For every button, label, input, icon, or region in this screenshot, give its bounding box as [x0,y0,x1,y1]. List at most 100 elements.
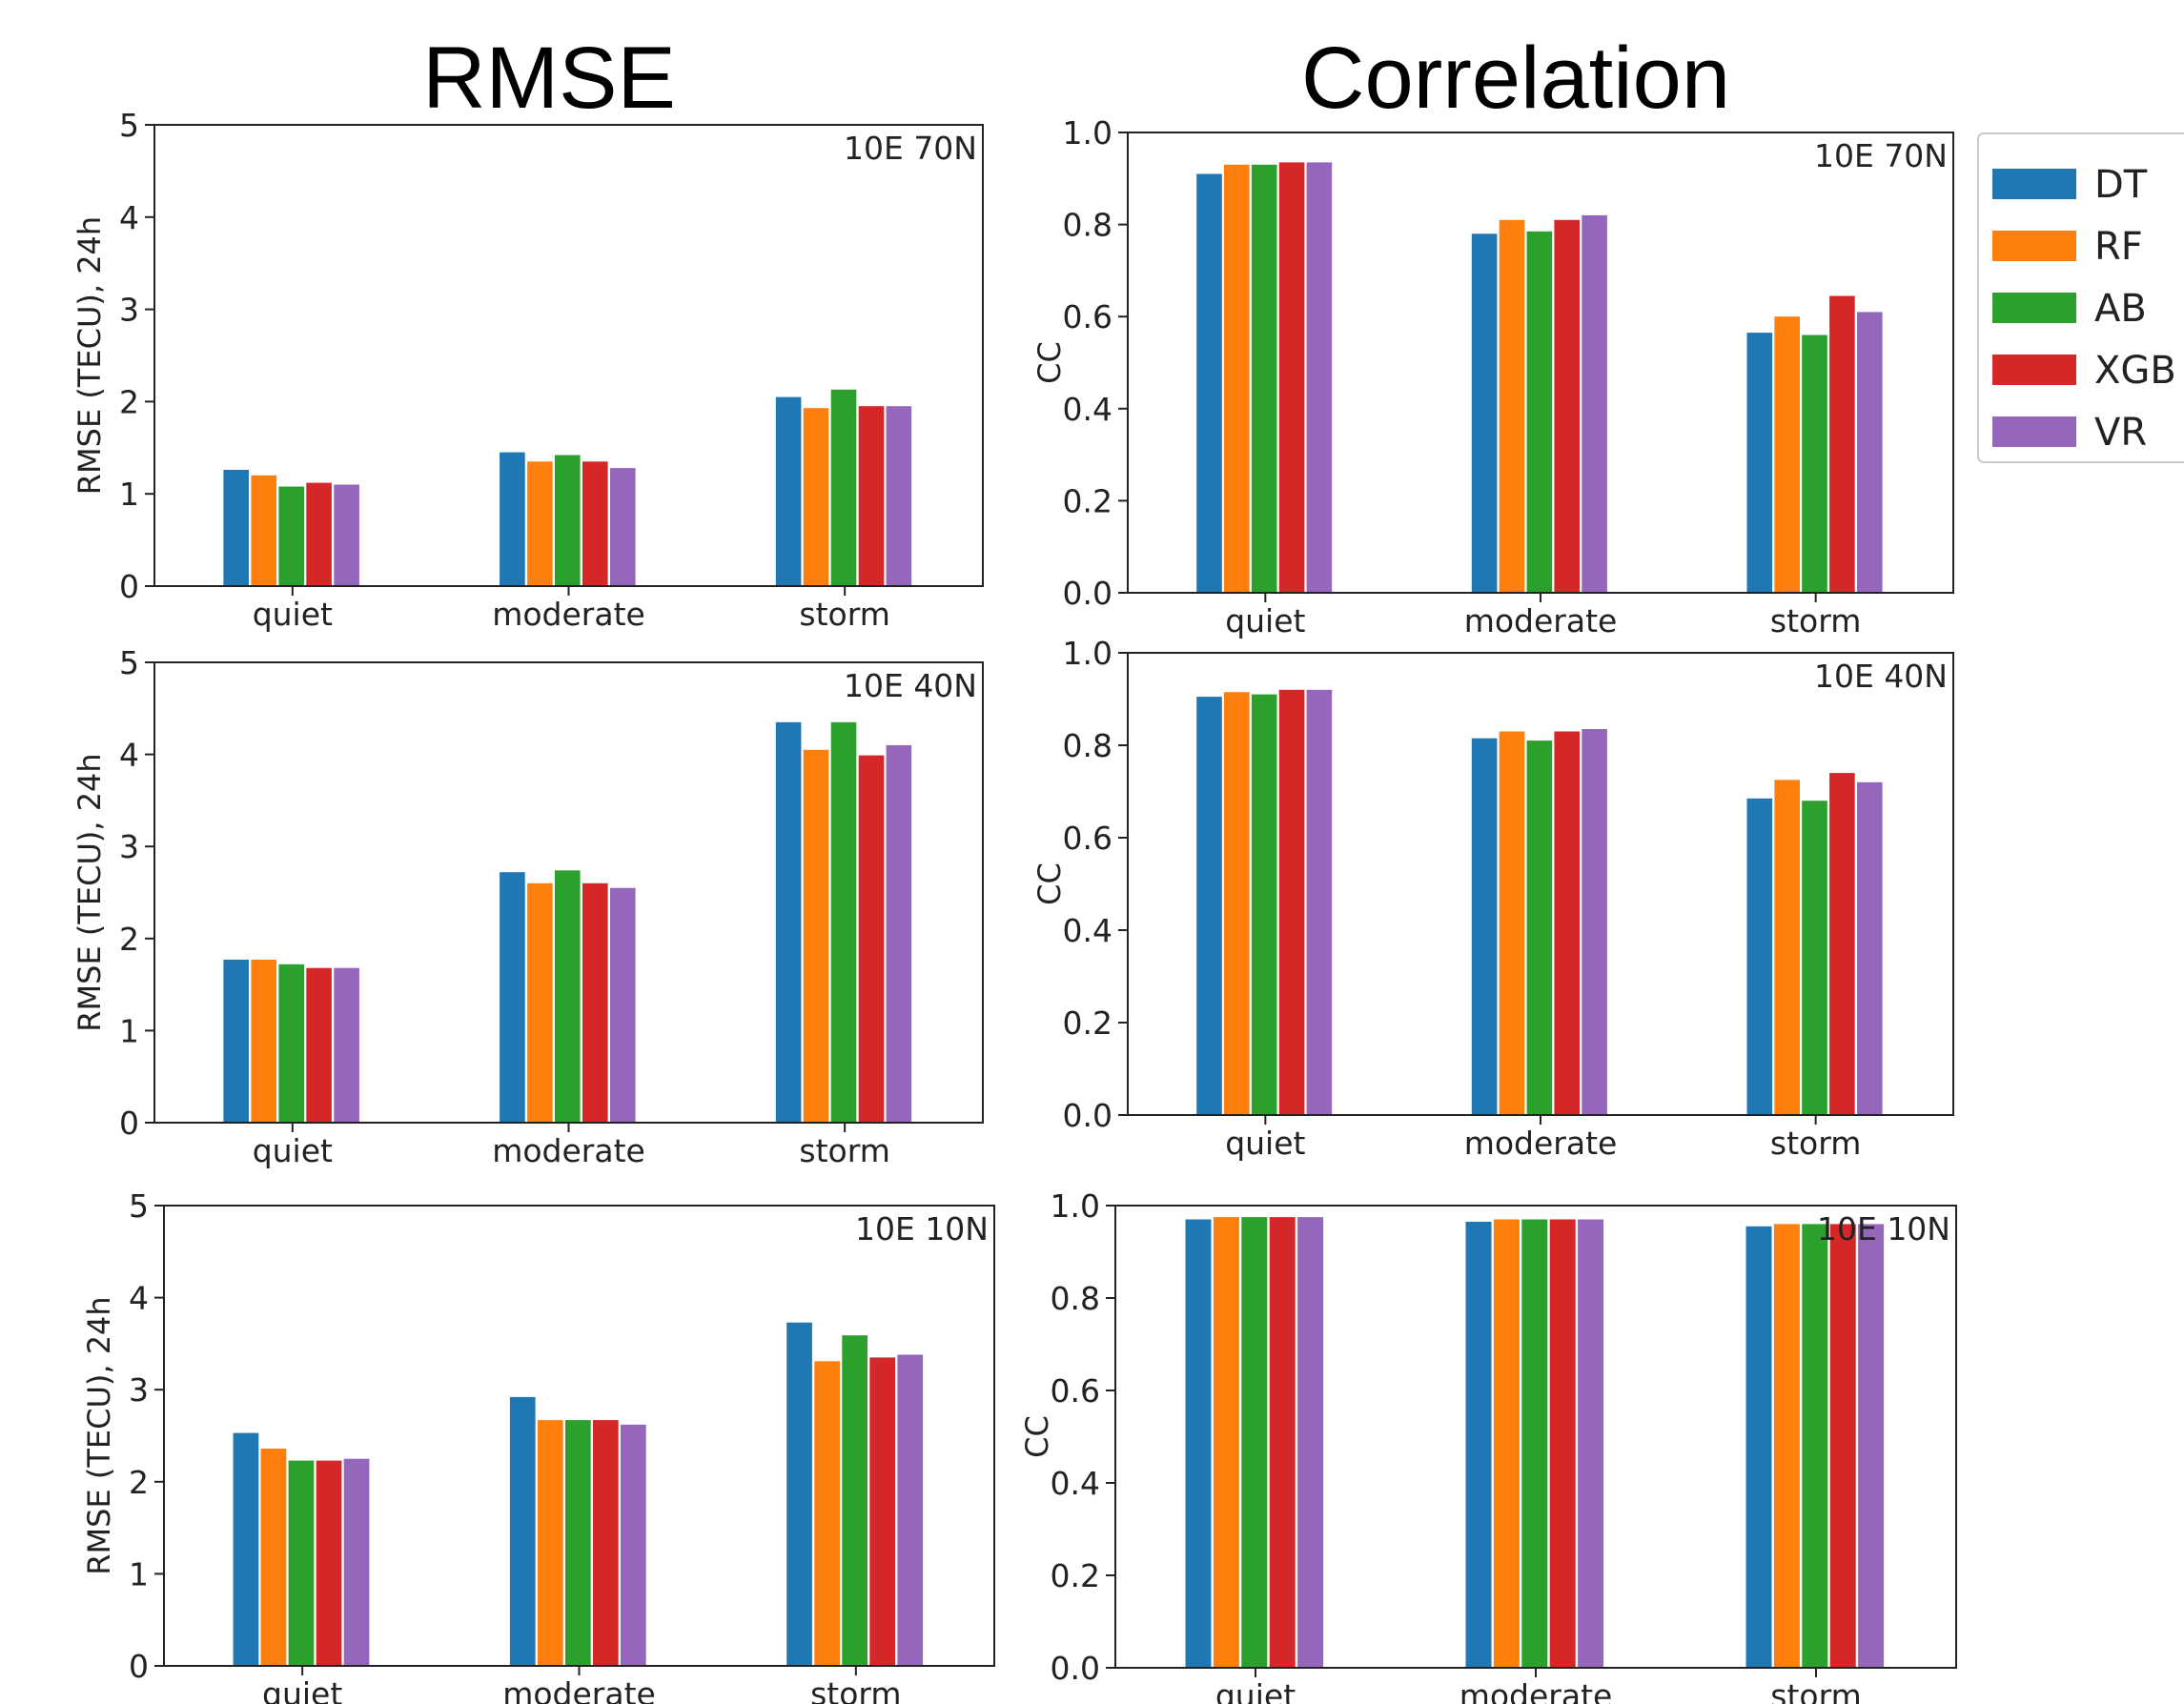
bar-ab-storm [1802,335,1827,593]
bar-dt-quiet [223,470,249,586]
bar-vr-moderate [1582,214,1607,593]
bar-rf-moderate [1493,1219,1520,1668]
panel-3: 0 1 2 3 4 5 quiet moderate storm RMSE (TECU), 24h… [71,644,984,1169]
x-tick-label: quiet [253,596,333,633]
bar-dt-storm [1746,333,1773,593]
bar-rf-quiet [1213,1217,1239,1668]
y-tick-label: 1 [119,1012,139,1049]
legend-swatch-ab [1992,293,2076,323]
bar-rf-storm [803,749,829,1123]
bar-rf-moderate [1499,219,1525,594]
bar-ab-storm [842,1335,867,1666]
bar-dt-moderate [1465,1222,1492,1668]
bar-vr-moderate [610,468,636,586]
bar-ab-quiet [1251,694,1277,1115]
y-tick-label: 3 [129,1371,149,1409]
legend-label-ab: AB [2094,287,2147,331]
bar-rf-moderate [527,882,553,1123]
location-annotation: 10E 40N [844,667,977,704]
y-tick-label: 5 [119,644,139,681]
y-tick-label: 0 [119,568,139,605]
bar-xgb-storm [1829,773,1855,1115]
y-tick-label: 0.6 [1063,298,1112,335]
legend-swatch-rf [1992,231,2076,261]
y-tick-label: 0.2 [1063,482,1112,519]
bar-rf-storm [1774,316,1800,593]
y-tick-label: 0 [119,1105,139,1142]
legend-swatch-dt [1992,169,2076,199]
bar-xgb-moderate [582,461,608,586]
y-tick-label: 0.4 [1063,912,1112,949]
x-tick-label: quiet [262,1675,342,1704]
y-axis-label: RMSE (TECU), 24h [71,216,108,495]
bar-rf-storm [1774,780,1800,1115]
bar-dt-moderate [500,872,525,1123]
bar-dt-moderate [500,452,525,586]
bar-xgb-storm [1829,295,1855,593]
bar-rf-quiet [1224,164,1250,594]
bar-xgb-quiet [316,1460,342,1666]
bar-dt-quiet [223,960,249,1123]
bar-ab-quiet [288,1460,315,1666]
x-tick-label: moderate [492,596,645,633]
bar-ab-storm [830,389,857,586]
bar-vr-storm [886,406,912,586]
panel-2: 0.0 0.2 0.4 0.6 0.8 1.0 quiet moderate storm CC 10… [1031,114,1954,639]
bar-xgb-moderate [1554,219,1580,594]
x-tick-label: storm [1770,1125,1861,1162]
bar-vr-quiet [343,1458,370,1666]
y-tick-label: 0.6 [1051,1372,1100,1410]
bar-vr-storm [1858,1224,1885,1668]
bar-vr-quiet [334,967,359,1123]
y-axis-label: RMSE (TECU), 24h [71,753,108,1031]
legend-label-rf: RF [2094,225,2143,269]
bar-vr-moderate [1578,1219,1604,1668]
y-tick-label: 0.6 [1063,820,1112,857]
y-tick-label: 5 [119,107,139,144]
legend-swatch-xgb [1992,355,2076,385]
y-tick-label: 2 [119,921,139,958]
y-axis-label: RMSE (TECU), 24h [81,1296,117,1574]
bar-ab-moderate [1526,740,1553,1115]
bar-vr-storm [1857,312,1883,593]
bar-ab-quiet [278,964,304,1123]
location-annotation: 10E 70N [1814,137,1948,174]
y-tick-label: 4 [119,737,139,774]
bar-ab-quiet [278,486,304,586]
bar-vr-moderate [1582,729,1607,1115]
x-tick-label: moderate [502,1675,656,1704]
y-tick-label: 0.8 [1063,207,1112,244]
bar-ab-moderate [1521,1219,1548,1668]
y-tick-label: 0.0 [1063,575,1112,612]
y-tick-label: 0.2 [1051,1557,1100,1594]
y-tick-label: 2 [129,1464,149,1501]
legend: DT RF AB XGB VR [1977,132,2184,463]
panel-6: 0.0 0.2 0.4 0.6 0.8 1.0 quiet moderate storm CC 10… [1019,1187,1957,1704]
bar-dt-moderate [1471,233,1498,594]
y-tick-label: 0 [129,1648,149,1685]
location-annotation: 10E 70N [844,130,977,167]
bar-xgb-quiet [1278,162,1305,593]
y-axis-label: CC [1031,862,1068,905]
bar-ab-storm [1802,801,1827,1115]
correlation-column-title: Correlation [1301,30,1730,127]
x-tick-label: storm [799,596,889,633]
bar-dt-moderate [509,1396,536,1666]
bar-rf-quiet [251,475,276,586]
bar-rf-moderate [1499,731,1525,1115]
bar-ab-storm [830,721,857,1123]
bar-vr-moderate [621,1424,646,1666]
y-tick-label: 2 [119,383,139,420]
y-tick-label: 3 [119,828,139,865]
bar-xgb-storm [869,1357,895,1666]
y-axis-label: CC [1031,341,1068,384]
bar-vr-moderate [610,887,636,1123]
y-tick-label: 0.4 [1063,391,1112,428]
bar-dt-quiet [1196,697,1222,1115]
bar-vr-storm [1857,781,1883,1115]
x-tick-label: storm [1770,602,1861,639]
y-tick-label: 3 [119,292,139,329]
bar-vr-quiet [1297,1217,1324,1668]
y-tick-label: 4 [129,1280,149,1317]
